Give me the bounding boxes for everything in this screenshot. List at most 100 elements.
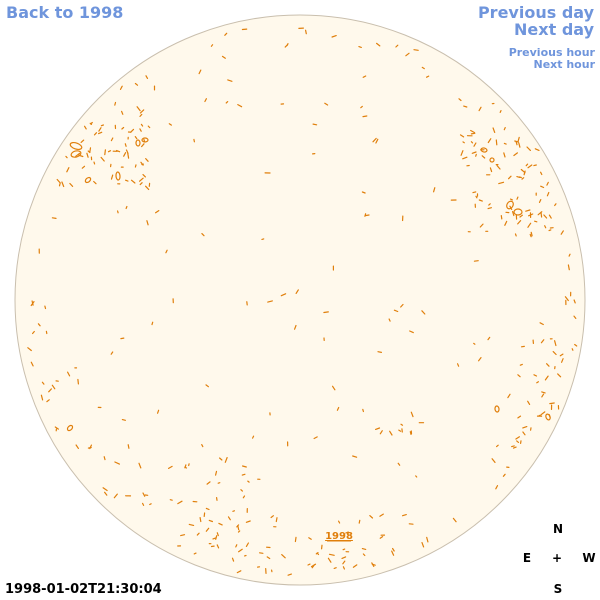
contour-speck (402, 514, 407, 517)
contour-speck (206, 481, 211, 485)
contour-speck (113, 493, 118, 499)
contour-speck (564, 296, 569, 302)
contour-speck (116, 149, 121, 153)
contour-loop (480, 147, 488, 153)
contour-speck (509, 198, 513, 201)
contour-speck (155, 210, 160, 214)
contour-speck (324, 102, 329, 106)
contour-speck (488, 203, 491, 206)
contour-speck (139, 109, 145, 114)
contour-speck (478, 106, 482, 112)
contour-speck (527, 400, 531, 405)
contour-speck (142, 174, 146, 178)
contour-speck (201, 233, 205, 237)
disk-year-link[interactable]: 1998 (325, 531, 353, 542)
contour-speck (389, 430, 393, 436)
contour-speck (515, 141, 518, 146)
contour-speck (541, 391, 546, 394)
contour-speck (125, 179, 129, 182)
contour-speck (331, 35, 337, 38)
contour-speck (514, 233, 517, 237)
contour-speck (127, 444, 130, 449)
contour-speck (393, 309, 399, 313)
contour-speck (139, 128, 142, 132)
contour-speck (124, 143, 127, 147)
contour-speck (316, 552, 320, 556)
previous-day-link[interactable]: Previous day (477, 3, 594, 22)
contour-speck (84, 125, 87, 130)
contour-speck (119, 85, 123, 90)
contour-speck (121, 419, 126, 421)
contour-speck (218, 522, 223, 526)
contour-speck (231, 557, 235, 562)
contour-speck (546, 181, 549, 186)
contour-speck (561, 358, 564, 363)
contour-speck (224, 457, 228, 463)
contour-speck (89, 147, 92, 153)
contour-speck (543, 214, 548, 219)
contour-speck (123, 152, 127, 157)
disk-year-label[interactable]: 1998 (325, 531, 353, 542)
previous-hour-link[interactable]: Previous hour (508, 46, 595, 59)
contour-speck (98, 131, 103, 135)
contour-speck (86, 152, 89, 158)
back-to-year-link[interactable]: Back to 1998 (6, 3, 124, 22)
contour-speck (75, 444, 79, 449)
contour-speck (121, 110, 124, 115)
contour-speck (323, 311, 329, 314)
contour-speck (107, 150, 112, 153)
contour-speck (496, 444, 499, 448)
contour-speck (391, 550, 395, 556)
contour-speck (308, 537, 312, 540)
contour-speck (145, 75, 149, 79)
contour-speck (567, 264, 570, 271)
contour-speck (459, 134, 465, 138)
compass-west: W (582, 551, 596, 565)
contour-speck (496, 165, 501, 170)
contour-speck (196, 532, 200, 536)
contour-speck (376, 42, 381, 47)
contour-speck (199, 517, 202, 523)
contour-speck (41, 381, 45, 385)
contour-speck (527, 222, 532, 228)
contour-speck (539, 322, 544, 326)
next-hour-link[interactable]: Next hour (533, 58, 596, 71)
contour-speck (66, 167, 70, 173)
contour-speck (529, 233, 532, 238)
contour-speck (522, 431, 526, 436)
contour-speck (81, 165, 86, 169)
contour-speck (221, 55, 226, 59)
contour-speck (342, 566, 345, 570)
contour-speck (98, 127, 102, 132)
contour-speck (69, 182, 74, 187)
contour-speck (216, 544, 220, 549)
contour-speck (102, 487, 108, 492)
contour-speck (513, 152, 518, 157)
next-day-link[interactable]: Next day (514, 20, 594, 39)
contour-speck (120, 337, 125, 340)
contour-speck (518, 176, 522, 179)
contour-speck (287, 573, 292, 576)
contour-speck (533, 164, 537, 167)
contour-speck (345, 531, 349, 534)
contour-speck (121, 126, 125, 130)
contour-speck (252, 435, 255, 439)
contour-speck (312, 123, 318, 126)
contour-speck (168, 465, 173, 469)
contour-speck (242, 465, 247, 468)
contour-speck (471, 151, 477, 154)
contour-speck (512, 446, 517, 449)
contour-speck (205, 507, 210, 511)
contour-speck (145, 185, 150, 191)
contour-speck (519, 214, 523, 218)
contour-speck (365, 214, 370, 217)
contour-speck (508, 175, 512, 180)
contour-speck (32, 330, 35, 335)
contour-speck (495, 485, 499, 490)
contour-speck (517, 136, 520, 142)
contour-speck (114, 461, 120, 465)
contour-speck (503, 142, 507, 145)
contour-speck (67, 371, 71, 377)
contour-speck (379, 536, 384, 539)
contour-speck (573, 315, 577, 319)
